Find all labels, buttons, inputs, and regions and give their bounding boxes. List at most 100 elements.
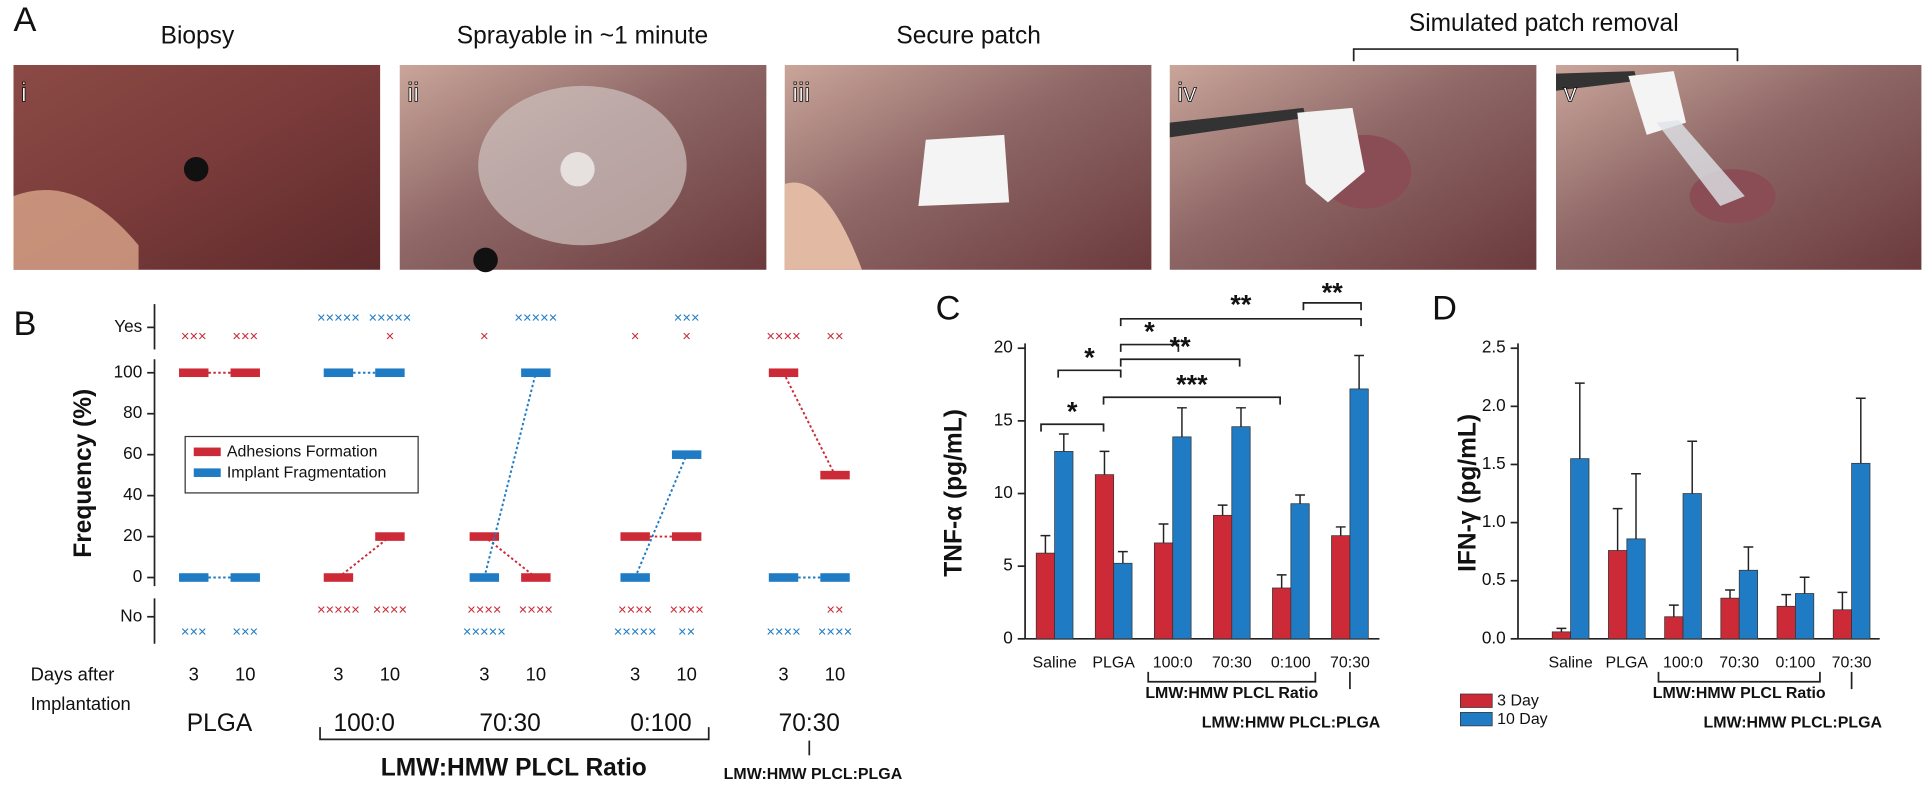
- day-label: 10: [380, 663, 400, 684]
- x-tick-label: 70:30: [1832, 655, 1872, 672]
- trend-line: [782, 372, 836, 476]
- group-caption: LMW:HMW PLCL Ratio: [381, 754, 647, 781]
- group-label: 70:30: [479, 710, 540, 737]
- photo-label: i: [21, 78, 27, 108]
- group-label: PLGA: [187, 710, 253, 737]
- day-label: 10: [676, 663, 696, 684]
- bar: [1094, 474, 1115, 640]
- error-bar: [1040, 534, 1051, 554]
- count-marks: ×××: [232, 625, 258, 641]
- legend-label: Adhesions Formation: [227, 444, 378, 461]
- error-bar: [1781, 593, 1792, 607]
- bar: [1720, 597, 1740, 640]
- error-bar: [1743, 546, 1754, 571]
- error-bar: [1177, 407, 1187, 437]
- error-bar: [1556, 627, 1567, 632]
- group-label: 100:0: [334, 710, 395, 737]
- bar: [1795, 593, 1815, 640]
- y-tick-label: 20: [123, 525, 142, 545]
- panel-letter: D: [1432, 289, 1457, 327]
- photo-label: ii: [407, 78, 419, 108]
- count-marks: ××: [826, 603, 843, 619]
- frequency-mark: [521, 368, 551, 378]
- photo-label: v: [1563, 78, 1577, 108]
- bar: [1172, 436, 1192, 640]
- group-label: 70:30: [779, 710, 840, 737]
- significance-label: **: [1170, 331, 1191, 361]
- significance-bracket: [1302, 302, 1362, 311]
- photos: [13, 64, 1922, 273]
- count-marks: ×: [682, 329, 691, 345]
- significance-bracket: [1040, 423, 1105, 432]
- frequency-mark: [375, 368, 405, 378]
- y-tick-label: 0: [1003, 627, 1013, 647]
- photo-title: Sprayable in ~1 minute: [457, 22, 708, 49]
- panel-letter: B: [14, 305, 37, 343]
- bar: [1213, 514, 1233, 640]
- y-tick-label: 40: [123, 484, 142, 504]
- x-tick-label: PLGA: [1606, 655, 1649, 672]
- count-marks: ××××: [519, 603, 553, 619]
- count-marks: ×: [631, 329, 640, 345]
- x-tick-label: Saline: [1548, 655, 1592, 672]
- frequency-mark: [620, 573, 650, 582]
- count-marks: ×××: [181, 329, 207, 345]
- bar: [1832, 609, 1852, 640]
- day-label: 3: [778, 663, 788, 684]
- count-marks: ×××××: [368, 311, 411, 327]
- y-axis-label: TNF-α (pg/mL): [941, 409, 968, 577]
- day-label: 3: [333, 663, 343, 684]
- y-tick-label: 2.0: [1482, 395, 1506, 415]
- hole: [473, 247, 498, 273]
- significance-bracket: [1102, 396, 1281, 405]
- day-label: 3: [630, 663, 640, 684]
- error-bar: [1612, 507, 1623, 551]
- bar: [1290, 503, 1310, 640]
- group-label: 0:100: [630, 710, 691, 737]
- error-bar: [1276, 574, 1287, 588]
- count-marks: ××××: [766, 329, 800, 345]
- count-marks: ×××××: [463, 625, 506, 641]
- significance-bracket: [1119, 343, 1180, 352]
- significance-label: *: [1144, 317, 1155, 347]
- film: [1656, 120, 1745, 206]
- y-tick-label: 60: [123, 443, 142, 463]
- panel-letter: C: [936, 289, 961, 327]
- bar: [1153, 542, 1174, 640]
- trend-line: [483, 372, 537, 578]
- bar: [1626, 538, 1646, 640]
- tweezer: [1556, 71, 1637, 91]
- group-bracket: [319, 727, 710, 741]
- bar: [1664, 616, 1684, 640]
- bar: [1054, 451, 1074, 640]
- bar: [1682, 493, 1702, 640]
- y-tick-label: 80: [123, 402, 142, 422]
- y-tick-label: 0.5: [1482, 569, 1506, 589]
- y-tick-label: 5: [1003, 555, 1013, 575]
- significance-bracket: [1119, 358, 1241, 367]
- day-label: 3: [479, 663, 489, 684]
- group-caption: LMW:HMW PLCL:PLGA: [1202, 715, 1381, 732]
- day-label: 3: [189, 663, 199, 684]
- y-axis-label: Frequency (%): [70, 389, 97, 558]
- frequency-mark: [230, 573, 260, 582]
- frequency-mark: [469, 573, 500, 582]
- y-tick-label: 2.5: [1482, 337, 1506, 357]
- error-bar: [1217, 504, 1228, 516]
- count-marks: ××××: [467, 603, 501, 619]
- outcome-label: Yes: [114, 316, 142, 336]
- count-marks: ×××××: [614, 625, 657, 641]
- bar: [1113, 562, 1133, 640]
- significance-bracket: [1057, 369, 1122, 378]
- group-bracket: [1657, 671, 1821, 683]
- trend-line: [634, 454, 688, 578]
- error-bar: [1799, 576, 1810, 594]
- frequency-mark: [620, 532, 650, 541]
- group-caption: LMW:HMW PLCL Ratio: [1653, 685, 1826, 702]
- count-marks: ×××: [181, 625, 207, 641]
- frequency-mark: [820, 573, 850, 582]
- group-caption: LMW:HMW PLCL Ratio: [1145, 685, 1318, 702]
- bar: [1608, 550, 1628, 640]
- outcome-label: No: [120, 605, 142, 625]
